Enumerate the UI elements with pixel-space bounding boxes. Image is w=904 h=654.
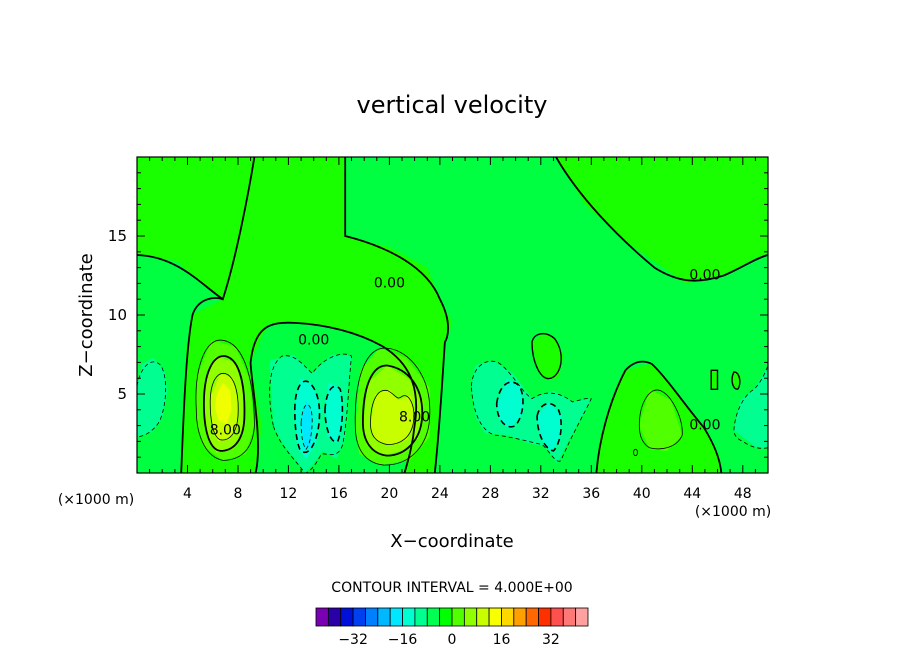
y-tick-label: 5 <box>117 385 127 403</box>
negative-contour <box>324 385 344 443</box>
x-tick-label: 48 <box>734 486 752 502</box>
negative-contour <box>137 361 166 438</box>
colorbar-swatch <box>488 607 502 627</box>
contour-label: 0.00 <box>298 332 329 348</box>
colorbar-swatch <box>327 607 342 627</box>
colorbar-swatch <box>575 607 589 627</box>
colorbar-swatch <box>365 607 379 627</box>
field-negative-region <box>537 401 561 451</box>
y-unit-label: (×1000 m) <box>58 492 134 508</box>
x-tick-label: 32 <box>532 486 550 502</box>
y-tick-label: 10 <box>108 306 127 324</box>
zero-contour <box>595 360 723 473</box>
colorbar: −32 −16 0 16 32 <box>315 607 589 648</box>
negative-contour <box>293 380 321 454</box>
positive-contour <box>209 373 239 441</box>
field-negative-region <box>301 400 313 451</box>
colorbar-swatch <box>538 607 552 627</box>
positive-contour <box>638 389 683 450</box>
contour-label: 8.00 <box>399 410 430 426</box>
colorbar-swatch <box>352 607 366 627</box>
positive-contour <box>633 448 638 457</box>
x-tick-label: 12 <box>279 486 297 502</box>
field-negative-region <box>137 357 168 437</box>
field-positive-region <box>711 370 718 390</box>
colorbar-swatch <box>389 607 403 627</box>
negative-contour <box>470 360 592 462</box>
zero-contour <box>731 371 741 391</box>
zero-contour <box>180 297 224 473</box>
field-negative-region <box>325 382 343 443</box>
negative-contour <box>300 404 313 450</box>
x-tick-label: 20 <box>380 486 398 502</box>
field-positive-region <box>215 382 232 424</box>
x-tick-label: 16 <box>330 486 348 502</box>
x-axis-label: X−coordinate <box>390 531 513 552</box>
positive-contour <box>202 355 246 452</box>
field-negative-region <box>471 360 592 464</box>
negative-contour <box>536 402 562 452</box>
colorbar-swatch <box>501 607 515 627</box>
positive-contour <box>361 364 424 457</box>
colorbar-swatch <box>513 607 527 627</box>
colorbar-swatch <box>402 607 416 627</box>
colorbar-swatch <box>476 607 490 627</box>
contour-label: 8.00 <box>210 422 241 438</box>
y-axis-label: Z−coordinate <box>76 253 97 376</box>
colorbar-tick-label: 0 <box>448 632 457 648</box>
contour-label: 0.00 <box>374 275 405 291</box>
zero-contour <box>344 157 449 473</box>
contour-label: 0.00 <box>689 418 720 434</box>
field-negative-region <box>733 365 768 448</box>
field-positive-region <box>370 389 415 445</box>
colorbar-swatch <box>414 607 428 627</box>
x-unit-label: (×1000 m) <box>695 504 771 520</box>
chart-title: vertical velocity <box>357 91 548 119</box>
colorbar-swatch <box>451 607 465 627</box>
x-tick-label: 4 <box>183 486 192 502</box>
positive-contour <box>195 339 255 461</box>
colorbar-swatch <box>562 607 577 627</box>
zero-contour <box>249 321 418 473</box>
zero-contour <box>710 369 719 390</box>
colorbar-swatch <box>426 607 441 627</box>
x-tick-label: 24 <box>431 486 449 502</box>
colorbar-tick-label: 32 <box>542 632 560 648</box>
zero-contour <box>137 157 256 301</box>
field-positive-region <box>137 157 255 300</box>
colorbar-swatch <box>463 607 478 627</box>
colorbar-tick-label: −32 <box>338 632 368 648</box>
zero-contour <box>531 333 562 380</box>
field-positive-region <box>639 389 683 451</box>
field-positive-region <box>532 334 564 380</box>
x-tick-label: 44 <box>683 486 701 502</box>
field-negative-region <box>496 378 524 429</box>
plot-area: 0.000.000.000.008.008.00 4 8 12 16 20 24 28 32 3… <box>108 156 769 502</box>
field-positive-region <box>556 157 768 284</box>
colorbar-swatch <box>340 607 354 627</box>
positive-contour <box>370 389 415 446</box>
contour-interval-text: CONTOUR INTERVAL = 4.000E+00 <box>331 580 572 596</box>
colorbar-swatch <box>377 607 391 627</box>
negative-contour <box>733 365 768 449</box>
x-tick-label: 36 <box>582 486 600 502</box>
x-tick-label: 8 <box>234 486 243 502</box>
colorbar-tick-label: −16 <box>388 632 418 648</box>
zero-contour <box>555 157 768 282</box>
colorbar-swatch <box>550 607 564 627</box>
positive-contour <box>354 347 431 466</box>
x-tick-label: 28 <box>481 486 499 502</box>
colorbar-swatch <box>315 607 329 627</box>
colorbar-swatch <box>525 607 539 627</box>
negative-contour <box>495 381 524 428</box>
colorbar-tick-label: 16 <box>493 632 511 648</box>
colorbar-swatch <box>439 607 453 627</box>
x-tick-label: 40 <box>633 486 651 502</box>
contour-label: 0.00 <box>689 268 720 284</box>
y-tick-label: 15 <box>108 227 127 245</box>
